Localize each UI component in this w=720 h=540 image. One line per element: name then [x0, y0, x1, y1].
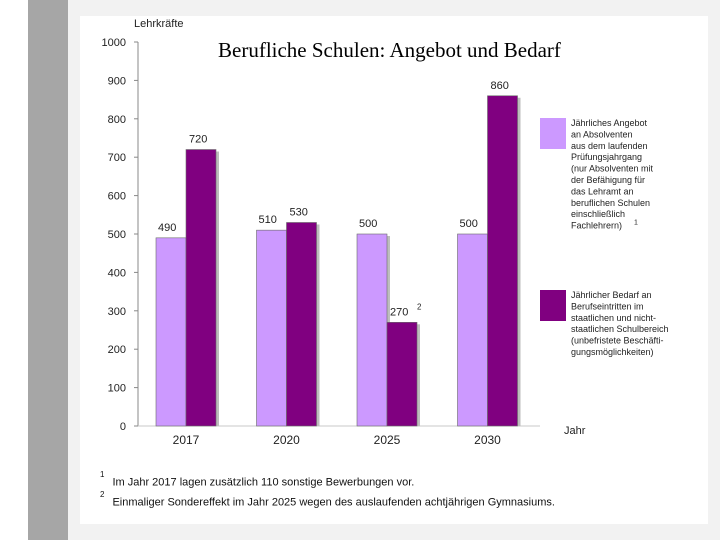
y-tick-label: 300: [108, 306, 126, 318]
bar-bedarf-2017: [185, 149, 217, 427]
data-label: 510: [259, 214, 277, 226]
x-tick-label: 2025: [374, 433, 401, 447]
legend-text-line: an Absolventen: [571, 129, 633, 139]
x-tick-label: 2020: [273, 433, 300, 447]
legend-swatch-bedarf: [540, 290, 566, 321]
bar-angebot-2030: [457, 233, 488, 427]
y-tick-label: 1000: [102, 37, 126, 49]
legend-text-line: aus dem laufenden: [571, 141, 648, 151]
y-tick-label: 0: [120, 421, 126, 433]
side-band: [28, 0, 68, 540]
data-label: 500: [359, 218, 377, 230]
footnote-1: 1 Im Jahr 2017 lagen zusätzlich 110 sonst…: [100, 470, 415, 489]
y-tick-label: 900: [108, 75, 126, 87]
y-tick-label: 800: [108, 114, 126, 126]
bar-angebot-2020: [256, 229, 287, 427]
data-label: 860: [491, 80, 509, 92]
footnote-2: 2 Einmaliger Sondereffekt im Jahr 2025 we…: [100, 490, 555, 509]
data-label: 270: [390, 306, 408, 318]
legend-text-line: das Lehramt an: [571, 186, 634, 196]
footnote-1-marker: 1: [100, 470, 105, 479]
bar-bedarf-2020: [286, 222, 317, 427]
bar-bedarf-2025: [386, 322, 418, 427]
data-label: 490: [158, 222, 176, 234]
x-axis-title: Jahr: [564, 425, 586, 437]
data-label-footnote-marker: 2: [417, 302, 422, 311]
legend-text-line: (nur Absolventen mit: [571, 164, 654, 174]
y-tick-label: 700: [108, 152, 126, 164]
bar-angebot-2017: [155, 237, 187, 427]
footnote-2-marker: 2: [100, 490, 105, 499]
data-label: 720: [189, 134, 207, 146]
y-tick-label: 400: [108, 267, 126, 279]
legend-text-line: (unbefristete Beschäfti-: [571, 336, 664, 346]
legend-text-line: der Befähigung für: [571, 175, 645, 185]
y-axis-title: Lehrkräfte: [134, 18, 184, 30]
bar-angebot-2025: [356, 233, 388, 427]
bar-bedarf-2030: [487, 95, 518, 427]
legend-text-line: beruflichen Schulen: [571, 198, 650, 208]
data-label: 530: [290, 206, 308, 218]
y-tick-label: 500: [108, 229, 126, 241]
legend-text-line: einschließlich: [571, 209, 625, 219]
slide-title: Berufliche Schulen: Angebot und Bedarf: [218, 38, 561, 62]
x-tick-label: 2030: [474, 433, 501, 447]
legend-footnote-marker: 1: [634, 220, 638, 227]
legend-text-line: staatlichen und nicht-: [571, 313, 656, 323]
legend-text-line: staatlichen Schulbereich: [571, 324, 669, 334]
legend-text-line: Prüfungsjahrgang: [571, 152, 642, 162]
legend-text-line: gungsmöglichkeiten): [571, 347, 654, 357]
legend-swatch-angebot: [540, 118, 566, 149]
legend-text-line: Berufseintritten im: [571, 301, 644, 311]
left-margin: [0, 0, 28, 540]
legend-text-line: Jährliches Angebot: [571, 118, 648, 128]
footnote-1-text: Im Jahr 2017 lagen zusätzlich 110 sonsti…: [112, 476, 415, 489]
y-tick-label: 600: [108, 191, 126, 203]
legend-text-line: Fachlehrern): [571, 221, 622, 231]
legend-text-line: Jährlicher Bedarf an: [571, 290, 652, 300]
x-tick-label: 2017: [173, 433, 200, 447]
footnote-2-text: Einmaliger Sondereffekt im Jahr 2025 weg…: [112, 496, 555, 509]
data-label: 500: [460, 218, 478, 230]
y-tick-label: 100: [108, 383, 126, 395]
y-tick-label: 200: [108, 344, 126, 356]
